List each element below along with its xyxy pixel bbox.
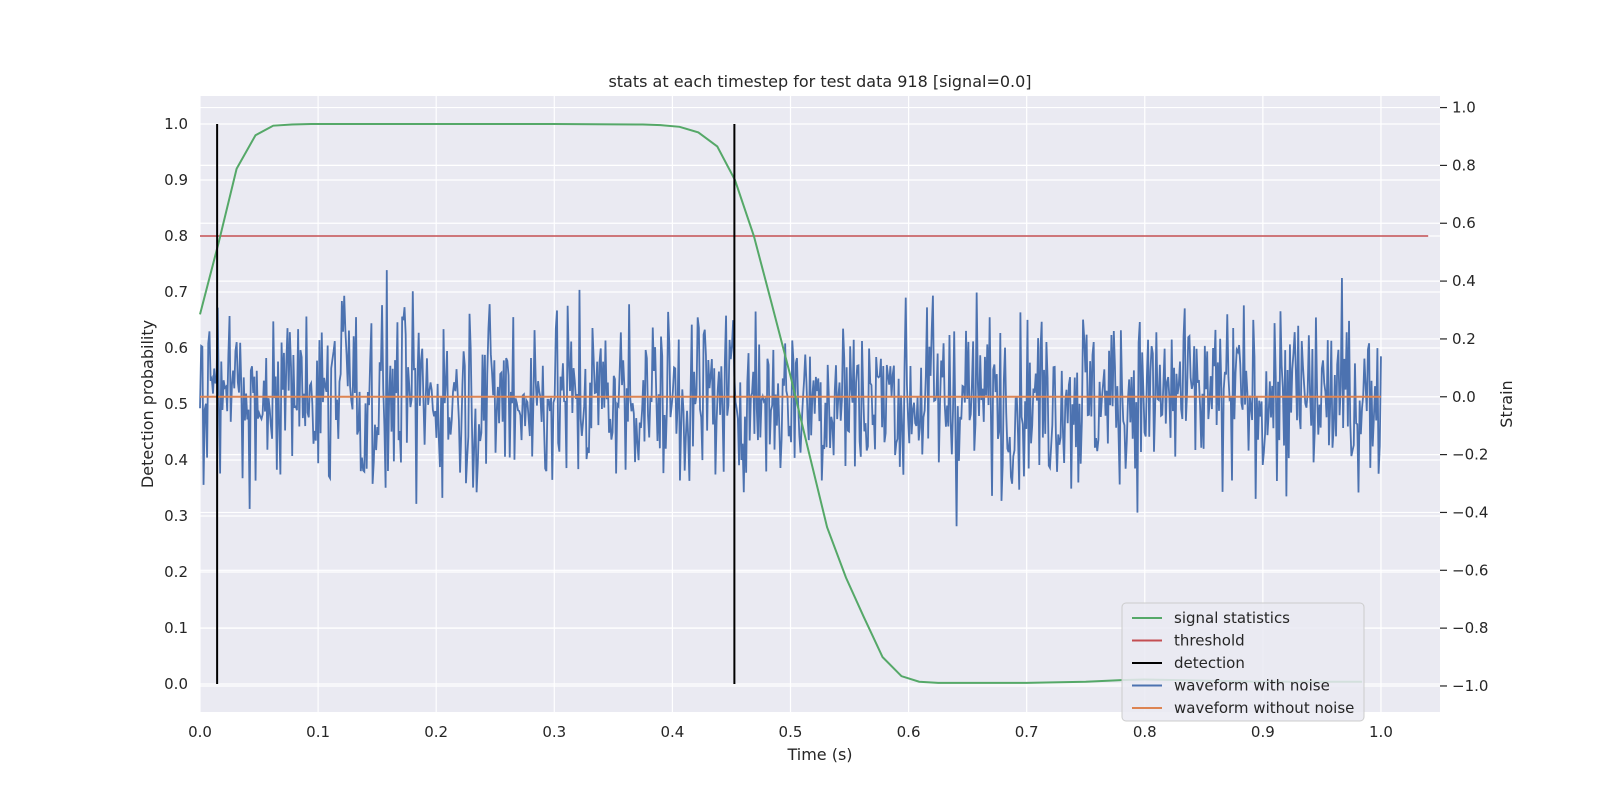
series-signal-statistics xyxy=(199,123,1363,684)
legend-label: detection xyxy=(1174,654,1245,672)
y2-tick-label: 0.0 xyxy=(1452,388,1476,406)
y2-tick-label: −0.6 xyxy=(1452,561,1488,579)
y2-axis-label: Strain xyxy=(1497,380,1516,427)
legend-label: signal statistics xyxy=(1174,609,1290,627)
y-tick-label: 1.0 xyxy=(164,115,188,133)
legend-label: waveform without noise xyxy=(1174,699,1354,717)
y-tick-label: 0.4 xyxy=(164,451,188,469)
legend-label: threshold xyxy=(1174,632,1245,650)
y2-tick-label: −0.8 xyxy=(1452,619,1488,637)
y-tick-label: 0.6 xyxy=(164,339,188,357)
plot-area xyxy=(199,123,1429,684)
y-tick-label: 0.5 xyxy=(164,395,188,413)
y-tick-label: 0.2 xyxy=(164,563,188,581)
x-tick-label: 0.8 xyxy=(1133,723,1157,741)
y2-tick-label: 0.2 xyxy=(1452,330,1476,348)
y2-tick-label: −0.2 xyxy=(1452,446,1488,464)
y-tick-label: 0.7 xyxy=(164,283,188,301)
x-tick-label: 0.6 xyxy=(897,723,921,741)
legend: signal statistics threshold detection wavef… xyxy=(1121,602,1365,722)
x-tick-label: 0.5 xyxy=(779,723,803,741)
x-tick-label: 0.7 xyxy=(1015,723,1039,741)
y2-tick-label: −0.4 xyxy=(1452,503,1488,521)
y2-tick-label: 0.8 xyxy=(1452,156,1476,174)
y-axis-right: −1.0 −0.8 −0.6 −0.4 −0.2 0.0 0.2 0.4 0.6 0.8 1.0 xyxy=(1440,99,1488,695)
y-tick-label: 0.0 xyxy=(164,675,188,693)
x-tick-label: 0.3 xyxy=(542,723,566,741)
x-tick-label: 0.0 xyxy=(188,723,212,741)
y-tick-label: 0.3 xyxy=(164,507,188,525)
x-tick-label: 1.0 xyxy=(1369,723,1393,741)
y-axis-label: Detection probability xyxy=(138,320,157,488)
y2-tick-label: 0.6 xyxy=(1452,214,1476,232)
x-axis-label: Time (s) xyxy=(786,745,852,764)
y-tick-label: 0.9 xyxy=(164,171,188,189)
y2-tick-label: 1.0 xyxy=(1452,99,1476,117)
x-tick-label: 0.1 xyxy=(306,723,330,741)
x-tick-label: 0.2 xyxy=(424,723,448,741)
legend-label: waveform with noise xyxy=(1174,677,1330,695)
x-tick-label: 0.9 xyxy=(1251,723,1275,741)
series-waveform-with-noise xyxy=(199,270,1382,527)
y-tick-label: 0.1 xyxy=(164,619,188,637)
y2-tick-label: −1.0 xyxy=(1452,677,1488,695)
chart-title: stats at each timestep for test data 918… xyxy=(608,72,1031,91)
y-axis-left: 0.0 0.1 0.2 0.3 0.4 0.5 0.6 0.7 0.8 0.9 1.0 xyxy=(164,115,188,693)
x-axis: 0.0 0.1 0.2 0.3 0.4 0.5 0.6 0.7 0.8 0.9 1.0 xyxy=(188,723,1393,741)
y-tick-label: 0.8 xyxy=(164,227,188,245)
y2-tick-label: 0.4 xyxy=(1452,272,1476,290)
x-tick-label: 0.4 xyxy=(660,723,684,741)
legend-box xyxy=(1121,602,1365,722)
